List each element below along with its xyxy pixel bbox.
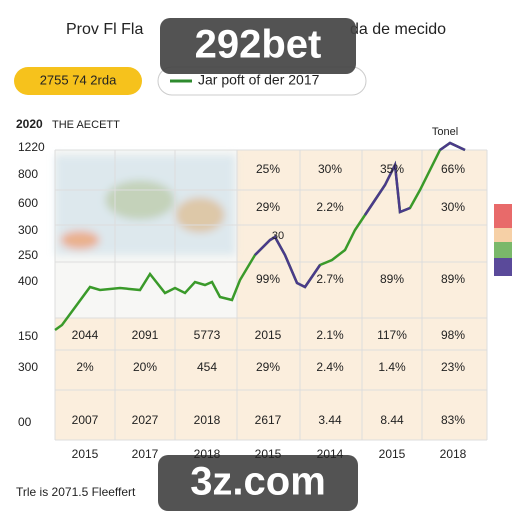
table-cell: 29% bbox=[256, 360, 280, 374]
annotation: 30 bbox=[272, 230, 284, 242]
y-label: 1220 bbox=[18, 140, 45, 154]
map-image bbox=[55, 155, 235, 255]
table-cell: 117% bbox=[377, 328, 407, 342]
table-cell: 66% bbox=[441, 162, 465, 176]
line-purple bbox=[363, 160, 411, 216]
y-label: 600 bbox=[18, 196, 38, 210]
table-cell: 99% bbox=[256, 272, 280, 286]
table-cell: 29% bbox=[256, 200, 280, 214]
y-label: 800 bbox=[18, 167, 38, 181]
table-cell: 30% bbox=[318, 162, 342, 176]
table-cell: 2.7% bbox=[316, 272, 344, 286]
watermark: 3z.com bbox=[190, 460, 326, 504]
table-cell: 2018 bbox=[194, 413, 221, 427]
x-label: 2015 bbox=[72, 447, 99, 461]
table-cell: 89% bbox=[380, 272, 404, 286]
table-cell: 1.4% bbox=[378, 360, 406, 374]
table-cell: 2% bbox=[76, 360, 94, 374]
subtitle: THE AECETT bbox=[52, 119, 120, 131]
table-cell: 8.44 bbox=[380, 413, 404, 427]
x-label: 2018 bbox=[440, 447, 467, 461]
line-purple bbox=[254, 235, 322, 289]
x-label: 2018 bbox=[194, 447, 221, 461]
y-label: 00 bbox=[18, 415, 32, 429]
x-label: 2015 bbox=[379, 447, 406, 461]
footer: Trle is 2071.5 Fleeffert bbox=[16, 485, 136, 499]
table-cell: 2.4% bbox=[316, 360, 344, 374]
table-cell: 83% bbox=[441, 413, 465, 427]
table-cell: 2.2% bbox=[316, 200, 344, 214]
table-cell: 3.44 bbox=[318, 413, 342, 427]
title-end: da de mecido bbox=[350, 21, 446, 38]
table-cell: 98% bbox=[441, 328, 465, 342]
table-cell: 2091 bbox=[132, 328, 159, 342]
x-label: 2017 bbox=[132, 447, 159, 461]
y-label: 300 bbox=[18, 223, 38, 237]
y-label: 300 bbox=[18, 360, 38, 374]
table-cell: 2007 bbox=[72, 413, 99, 427]
line-purple bbox=[439, 141, 466, 152]
subtitle-year: 2020 bbox=[16, 117, 43, 131]
table-cell: 454 bbox=[197, 360, 217, 374]
table-cell: 89% bbox=[441, 272, 465, 286]
table-cell: 23% bbox=[441, 360, 465, 374]
table-cell: 2044 bbox=[72, 328, 99, 342]
y-label: 150 bbox=[18, 329, 38, 343]
table-cell: 20% bbox=[133, 360, 157, 374]
swatch bbox=[494, 228, 512, 242]
legend-text: Jar poft of der 2017 bbox=[198, 72, 320, 88]
swatch bbox=[494, 204, 512, 228]
pill-text: 2755 74 2rda bbox=[40, 72, 117, 87]
y-label: 400 bbox=[18, 274, 38, 288]
y-label: 250 bbox=[18, 248, 38, 262]
table-cell: 2617 bbox=[255, 413, 282, 427]
x-label: 2014 bbox=[317, 447, 344, 461]
table-cell: 5773 bbox=[194, 328, 221, 342]
table-cell: 30% bbox=[441, 200, 465, 214]
peach-area bbox=[55, 318, 237, 440]
grid bbox=[54, 149, 488, 441]
table-cell: 35% bbox=[380, 162, 404, 176]
watermark: 292bet bbox=[195, 23, 322, 67]
swatch bbox=[494, 258, 512, 276]
swatch bbox=[494, 242, 512, 258]
table-cell: 25% bbox=[256, 162, 280, 176]
table-cell: 2.1% bbox=[316, 328, 344, 342]
pill bbox=[14, 67, 142, 95]
table-cell: 2015 bbox=[255, 328, 282, 342]
x-label: 2015 bbox=[255, 447, 282, 461]
watermark-box bbox=[160, 18, 356, 74]
title: Prov Fl Fla bbox=[66, 21, 143, 38]
annotation: Tonel bbox=[432, 126, 458, 138]
watermark-box bbox=[158, 455, 358, 511]
table-cell: 2027 bbox=[132, 413, 159, 427]
